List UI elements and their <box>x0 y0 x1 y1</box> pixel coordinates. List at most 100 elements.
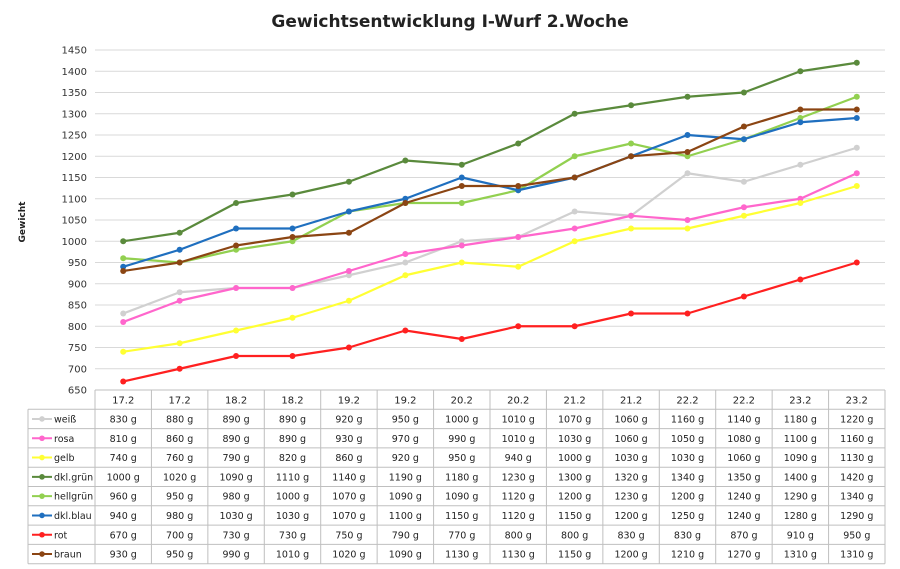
table-cell: 1020 g <box>163 472 196 483</box>
table-cell: 1240 g <box>727 511 760 522</box>
data-point <box>289 285 296 291</box>
data-point <box>797 276 804 283</box>
data-point <box>684 170 691 177</box>
data-point <box>176 246 183 253</box>
y-tick-label: 1050 <box>62 216 87 227</box>
data-point <box>402 272 409 279</box>
table-cell: 950 g <box>166 492 193 503</box>
table-cell: 930 g <box>335 434 362 445</box>
data-point <box>120 238 127 245</box>
table-cell: 1200 g <box>614 511 647 522</box>
series-name: rot <box>54 530 68 541</box>
data-point <box>345 208 352 215</box>
legend-key-marker <box>39 474 45 480</box>
table-cell: 1000 g <box>558 453 591 464</box>
data-point <box>797 119 804 126</box>
data-point <box>120 348 127 355</box>
table-cell: 1080 g <box>727 434 760 445</box>
data-point <box>233 353 240 359</box>
data-point <box>853 170 860 177</box>
data-point <box>120 255 127 262</box>
table-cell: 990 g <box>222 550 249 561</box>
y-tick-label: 1150 <box>62 173 87 184</box>
data-point <box>458 174 465 181</box>
table-cell: 1140 g <box>332 472 365 483</box>
data-point <box>571 208 578 215</box>
data-point <box>176 289 183 296</box>
table-cell: 1010 g <box>276 550 309 561</box>
table-cell: 920 g <box>335 414 362 425</box>
x-tick-label: 22.2 <box>733 396 755 407</box>
table-cell: 1030 g <box>219 511 252 522</box>
table-cell: 880 g <box>166 414 193 425</box>
table-cell: 1290 g <box>784 492 817 503</box>
data-point <box>515 263 522 270</box>
table-cell: 1130 g <box>445 550 478 561</box>
data-point <box>233 327 240 334</box>
series-line <box>123 95 858 264</box>
table-cell: 1220 g <box>840 414 873 425</box>
data-point <box>289 191 296 198</box>
data-point <box>289 353 296 359</box>
data-point <box>740 293 747 300</box>
series-rosa <box>120 170 860 325</box>
y-tick-label: 950 <box>68 258 87 269</box>
series-line <box>123 184 858 353</box>
y-tick-label: 1400 <box>62 67 87 78</box>
data-table: 17.2 17.2 18.2 18.2 19.2 19.2 20.2 20.2 21.2 21.2… <box>27 389 886 565</box>
table-cell: 1210 g <box>671 550 704 561</box>
data-point <box>628 212 635 219</box>
table-cell: 1180 g <box>445 472 478 483</box>
data-point <box>120 268 127 274</box>
series-name: hellgrün <box>54 492 93 503</box>
table-cell: 990 g <box>448 434 475 445</box>
data-point <box>853 106 860 113</box>
data-point <box>458 161 465 168</box>
table-cell: 760 g <box>166 453 193 464</box>
data-point <box>402 251 409 257</box>
legend-key-marker <box>39 493 45 499</box>
table-cell: 1070 g <box>332 492 365 503</box>
x-tick-label: 17.2 <box>112 396 134 407</box>
table-cell: 1000 g <box>276 492 309 503</box>
data-point <box>853 115 860 121</box>
data-point <box>345 272 352 279</box>
table-cell: 1310 g <box>784 550 817 561</box>
table-cell: 980 g <box>222 492 249 503</box>
table-cell: 800 g <box>505 530 532 541</box>
table-cell: 1060 g <box>614 414 647 425</box>
table-cell: 1000 g <box>107 472 140 483</box>
series-name: rosa <box>54 434 74 445</box>
series-line <box>123 108 857 273</box>
data-point <box>853 59 860 66</box>
x-tick-label: 18.2 <box>281 396 303 407</box>
table-cell: 890 g <box>222 414 249 425</box>
x-tick-label: 18.2 <box>225 396 247 407</box>
table-cell: 1090 g <box>389 492 422 503</box>
table-cell: 890 g <box>279 414 306 425</box>
x-tick-label: 19.2 <box>394 396 416 407</box>
data-point <box>684 153 691 160</box>
table-cell: 1190 g <box>389 472 422 483</box>
series-dkl.grün <box>120 59 860 245</box>
x-tick-label: 17.2 <box>169 396 191 407</box>
data-point <box>233 285 240 291</box>
data-point <box>515 234 522 240</box>
legend-key-marker <box>39 454 45 461</box>
data-point <box>571 225 578 232</box>
table-cell: 1290 g <box>840 511 873 522</box>
data-point <box>345 229 352 236</box>
table-cell: 940 g <box>110 511 137 522</box>
legend-key-marker <box>39 531 45 538</box>
table-cell: 1340 g <box>840 492 873 503</box>
legend-key-marker <box>39 551 45 557</box>
x-tick-label: 20.2 <box>507 396 529 407</box>
data-point <box>458 238 465 245</box>
data-point <box>402 195 409 202</box>
data-point <box>628 310 635 317</box>
data-point <box>515 323 522 330</box>
series-line <box>122 261 858 383</box>
table-cell: 830 g <box>674 530 701 541</box>
x-tick-label: 23.2 <box>846 396 868 407</box>
